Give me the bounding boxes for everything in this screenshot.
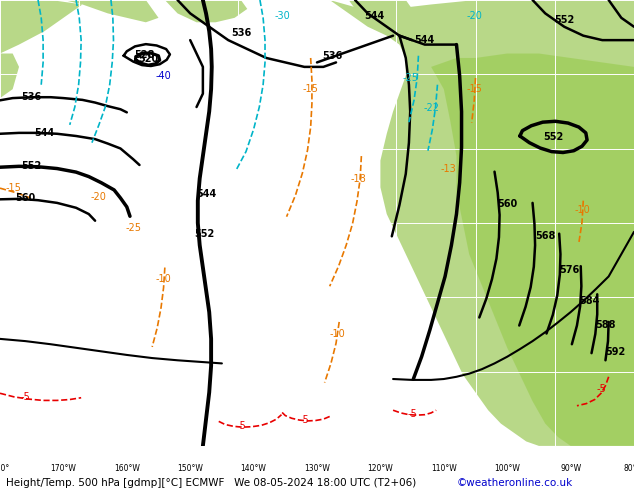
Text: -10: -10 [330, 328, 345, 339]
Polygon shape [349, 0, 412, 22]
Text: 536: 536 [231, 28, 251, 38]
Text: 120°W: 120°W [368, 464, 393, 473]
Text: 100°W: 100°W [495, 464, 520, 473]
Text: -25: -25 [125, 223, 141, 233]
Text: -10: -10 [156, 274, 171, 284]
Text: 544: 544 [196, 189, 216, 199]
Text: -10: -10 [574, 205, 590, 216]
Text: 552: 552 [22, 161, 42, 171]
Text: -15: -15 [6, 183, 22, 193]
Text: -20: -20 [466, 11, 482, 21]
Text: 160°W: 160°W [114, 464, 139, 473]
Text: 576: 576 [559, 265, 579, 275]
Text: -22: -22 [423, 103, 439, 113]
Polygon shape [431, 53, 634, 446]
Text: 544: 544 [34, 128, 55, 138]
Text: 560: 560 [497, 199, 517, 209]
Text: -5: -5 [596, 384, 606, 394]
Text: 180°: 180° [0, 464, 9, 473]
Text: -13: -13 [441, 165, 456, 174]
Text: 588: 588 [595, 319, 616, 330]
Text: 130°W: 130°W [304, 464, 330, 473]
Text: 536: 536 [323, 51, 343, 61]
Text: 80°W: 80°W [623, 464, 634, 473]
Text: ©weatheronline.co.uk: ©weatheronline.co.uk [456, 478, 573, 488]
Polygon shape [0, 0, 82, 53]
Text: Height/Temp. 500 hPa [gdmp][°C] ECMWF   We 08-05-2024 18:00 UTC (T2+06): Height/Temp. 500 hPa [gdmp][°C] ECMWF We… [6, 478, 417, 488]
Text: -5: -5 [236, 421, 246, 431]
Text: 528: 528 [134, 50, 155, 60]
Text: 592: 592 [605, 347, 625, 357]
Text: 544: 544 [364, 11, 384, 21]
Polygon shape [165, 0, 247, 22]
Text: 536: 536 [22, 92, 42, 102]
Polygon shape [330, 0, 634, 446]
Polygon shape [0, 53, 19, 98]
Text: -30: -30 [275, 11, 290, 21]
Text: 170°W: 170°W [51, 464, 76, 473]
Text: 584: 584 [579, 296, 600, 306]
Polygon shape [590, 0, 634, 27]
Text: 520: 520 [138, 54, 158, 64]
Text: -18: -18 [351, 174, 366, 184]
Text: 568: 568 [535, 231, 555, 242]
Polygon shape [63, 0, 158, 22]
Text: -5: -5 [299, 415, 309, 425]
Text: 544: 544 [415, 35, 435, 45]
Text: 150°W: 150°W [178, 464, 203, 473]
Text: 552: 552 [194, 229, 214, 239]
Text: -40: -40 [156, 71, 171, 81]
Text: 90°W: 90°W [560, 464, 581, 473]
Text: -15: -15 [302, 84, 319, 94]
Text: -25: -25 [403, 73, 419, 83]
Polygon shape [495, 0, 634, 18]
Text: 110°W: 110°W [431, 464, 456, 473]
Text: 140°W: 140°W [241, 464, 266, 473]
Text: 552: 552 [554, 15, 574, 25]
Text: 560: 560 [15, 194, 36, 203]
Text: -5: -5 [407, 409, 417, 419]
Text: -20: -20 [90, 192, 107, 202]
Text: -5: -5 [20, 392, 30, 402]
Text: 552: 552 [543, 132, 564, 142]
Text: -15: -15 [466, 84, 482, 94]
